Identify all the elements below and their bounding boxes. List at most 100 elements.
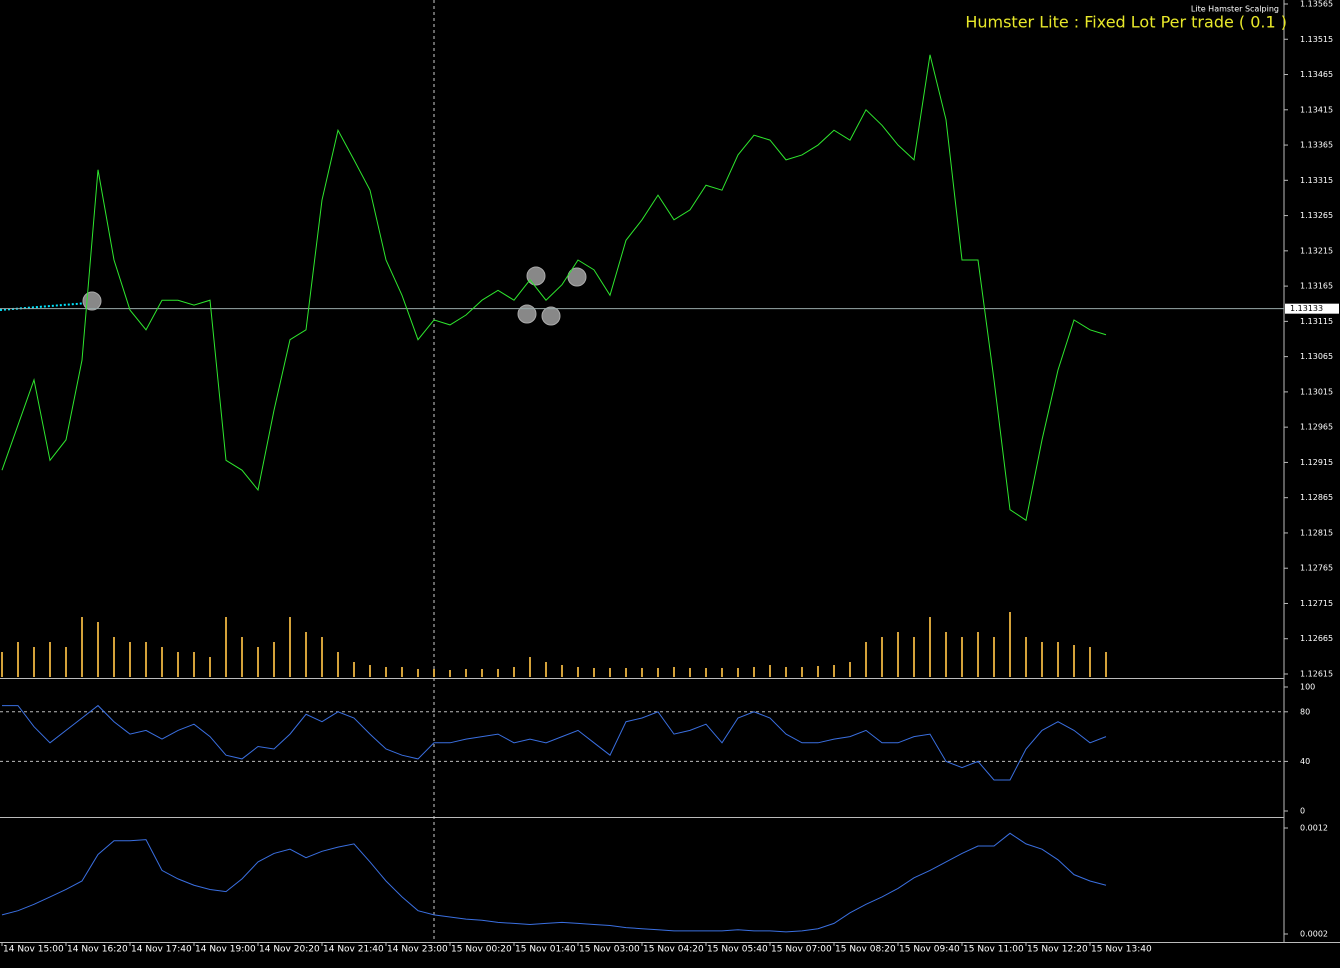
- y-tick-label: 40: [1300, 757, 1310, 766]
- trade-markers: [82, 266, 587, 326]
- volume-bar: [449, 670, 451, 677]
- y-tick-label: 1.12765: [1300, 564, 1333, 573]
- volume-bar: [337, 652, 339, 677]
- volume-bar: [641, 668, 643, 677]
- volume-bar: [577, 667, 579, 677]
- volume-bar: [1073, 645, 1075, 677]
- volume-bar: [545, 662, 547, 677]
- trade-marker: [526, 266, 546, 286]
- y-tick-label: 1.13165: [1300, 282, 1333, 291]
- volume-bar: [305, 632, 307, 677]
- x-tick-label: 14 Nov 23:00: [387, 945, 448, 955]
- volume-bar: [625, 668, 627, 677]
- y-tick-label: 1.13465: [1300, 70, 1333, 79]
- volume-bar: [961, 637, 963, 677]
- volume-bar: [865, 642, 867, 677]
- volume-bar: [65, 647, 67, 677]
- y-tick-label: 1.13565: [1300, 0, 1333, 9]
- x-tick-label: 14 Nov 21:40: [323, 945, 384, 955]
- x-tick-label: 15 Nov 04:20: [643, 945, 704, 955]
- volume-bar: [321, 637, 323, 677]
- y-tick-label: 1.13265: [1300, 211, 1333, 220]
- x-tick-label: 15 Nov 00:20: [451, 945, 512, 955]
- volume-bar: [1009, 612, 1011, 677]
- volume-bar: [177, 652, 179, 677]
- volume-bar: [81, 617, 83, 677]
- volume-bar: [1057, 642, 1059, 677]
- x-tick-label: 15 Nov 08:20: [835, 945, 896, 955]
- volume-bar: [497, 669, 499, 677]
- volume-bar: [225, 617, 227, 677]
- volume-bar: [609, 668, 611, 677]
- volume-bar: [833, 665, 835, 677]
- volume-bar: [273, 642, 275, 677]
- volume-bar: [785, 667, 787, 677]
- x-tick-label: 15 Nov 03:00: [579, 945, 640, 955]
- y-tick-label: 1.13115: [1300, 317, 1333, 326]
- volume-bar: [705, 668, 707, 677]
- volume-bar: [1025, 637, 1027, 677]
- volume-bar: [593, 668, 595, 677]
- y-tick-label: 1.12965: [1300, 423, 1333, 432]
- y-tick-label: 1.13415: [1300, 105, 1333, 114]
- x-tick-label: 15 Nov 09:40: [899, 945, 960, 955]
- y-tick-label: 1.12715: [1300, 599, 1333, 608]
- volume-bar: [1089, 647, 1091, 677]
- volume-bar: [769, 665, 771, 677]
- volume-bar: [97, 622, 99, 677]
- y-tick-label: 1.12665: [1300, 634, 1333, 643]
- x-tick-label: 15 Nov 05:40: [707, 945, 768, 955]
- y-tick-label: 1.13065: [1300, 352, 1333, 361]
- volume-bar: [209, 657, 211, 677]
- volume-bar: [945, 632, 947, 677]
- volume-bar: [913, 637, 915, 677]
- x-tick-label: 15 Nov 11:00: [963, 945, 1024, 955]
- y-tick-label: 1.13365: [1300, 141, 1333, 150]
- y-tick-label: 1.13515: [1300, 35, 1333, 44]
- volume-bar: [1041, 642, 1043, 677]
- volume-bar: [353, 662, 355, 677]
- y-tick-label: 1.13015: [1300, 387, 1333, 396]
- volume-bar: [753, 667, 755, 677]
- y-tick-label: 1.13315: [1300, 176, 1333, 185]
- volume-bar: [17, 642, 19, 677]
- volume-bar: [49, 642, 51, 677]
- volume-bar: [465, 669, 467, 677]
- volume-bar: [513, 667, 515, 677]
- volume-bar: [689, 668, 691, 677]
- volume-bar: [977, 632, 979, 677]
- volume-bar: [433, 669, 435, 677]
- x-tick-label: 15 Nov 13:40: [1091, 945, 1152, 955]
- y-tick-label: 100: [1300, 683, 1315, 692]
- price-line: [1, 54, 1107, 522]
- y-tick-label: 0: [1300, 807, 1305, 816]
- y-tick-label: 1.12815: [1300, 528, 1333, 537]
- volume-bar: [33, 647, 35, 677]
- y-tick-label: 1.13215: [1300, 246, 1333, 255]
- volume-bar: [401, 667, 403, 677]
- volume-bar: [161, 647, 163, 677]
- trade-line: [0, 302, 89, 311]
- volume-bar: [1105, 652, 1107, 677]
- volume-bar: [897, 632, 899, 677]
- y-tick-label: 1.12615: [1300, 670, 1333, 679]
- volume-bar: [929, 617, 931, 677]
- ea-comment: Humster Lite : Fixed Lot Per trade ( 0.1…: [965, 13, 1287, 32]
- volume-bar: [849, 662, 851, 677]
- trade-marker: [541, 306, 561, 326]
- trade-marker: [567, 267, 587, 287]
- x-tick-label: 15 Nov 07:00: [771, 945, 832, 955]
- volume-bar: [481, 669, 483, 677]
- x-tick-label: 14 Nov 17:40: [131, 945, 192, 955]
- volume-bar: [1, 652, 3, 677]
- x-tick-label: 15 Nov 12:20: [1027, 945, 1088, 955]
- volume-bar: [801, 667, 803, 677]
- atr-line: [1, 832, 1107, 933]
- volume-bar: [113, 637, 115, 677]
- volume-bar: [529, 657, 531, 677]
- volume-bar: [241, 637, 243, 677]
- volume-bar: [385, 667, 387, 677]
- x-tick-label: 15 Nov 01:40: [515, 945, 576, 955]
